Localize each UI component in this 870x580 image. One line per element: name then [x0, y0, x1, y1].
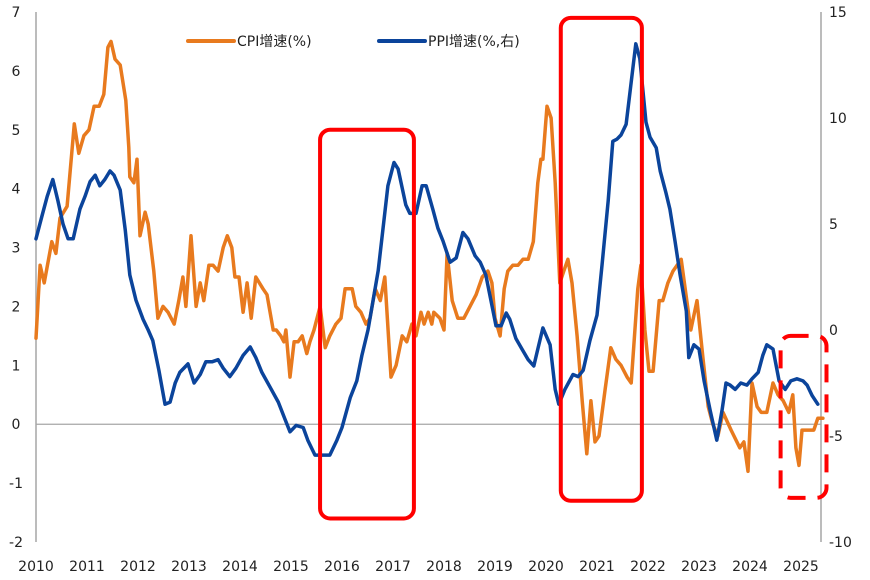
- x-tick-label: 2014: [222, 559, 258, 575]
- y-tick-right-label: 0: [829, 323, 838, 339]
- y-tick-right-label: 5: [829, 217, 838, 233]
- legend-cpi-label: CPI增速(%): [237, 34, 312, 50]
- x-tick-label: 2022: [630, 559, 666, 575]
- x-tick-label: 2011: [69, 559, 105, 575]
- y-tick-left-label: 2: [12, 299, 21, 315]
- y-tick-left-label: 0: [12, 417, 21, 433]
- legend: CPI增速(%) PPI增速(%,右): [186, 34, 520, 50]
- y-tick-left-label: 1: [12, 358, 21, 374]
- x-tick-label: 2017: [375, 559, 411, 575]
- y-tick-left-label: -2: [9, 535, 23, 551]
- x-tick-label: 2023: [681, 559, 717, 575]
- y-tick-left-label: 4: [12, 182, 21, 198]
- y-ticks-right: -10 -5 0 5 10 15: [829, 5, 852, 551]
- x-tick-label: 2013: [171, 559, 207, 575]
- x-tick-label: 2015: [273, 559, 309, 575]
- x-tick-label: 2012: [120, 559, 156, 575]
- legend-ppi-label: PPI增速(%,右): [428, 34, 520, 50]
- x-tick-label: 2018: [426, 559, 462, 575]
- y-tick-left-label: 6: [12, 64, 21, 80]
- cpi-line: [34, 39, 825, 474]
- ppi-line: [34, 42, 820, 457]
- y-ticks-left: -2 -1 0 1 2 3 4 5 6 7: [9, 5, 23, 551]
- highlight-box-dashed: [778, 333, 829, 500]
- x-ticks: 2010 2011 2012 2013 2014 2015 2016 2017 2018 2019…: [18, 559, 819, 575]
- x-tick-label: 2019: [477, 559, 513, 575]
- x-tick-label: 2025: [783, 559, 819, 575]
- x-tick-label: 2010: [18, 559, 54, 575]
- y-tick-right-label: -5: [829, 429, 843, 445]
- x-tick-label: 2021: [579, 559, 615, 575]
- x-tick-label: 2016: [324, 559, 360, 575]
- y-tick-left-label: -1: [9, 476, 23, 492]
- series-group: [34, 39, 825, 474]
- y-tick-left-label: 3: [12, 241, 21, 257]
- axes: [35, 12, 822, 542]
- highlight-box: [318, 127, 416, 521]
- annotations: [318, 15, 829, 521]
- x-tick-label: 2020: [528, 559, 564, 575]
- highlight-box: [558, 15, 644, 503]
- y-tick-right-label: 10: [829, 111, 847, 127]
- y-tick-right-label: -10: [829, 535, 852, 551]
- y-tick-left-label: 7: [12, 5, 21, 21]
- y-tick-right-label: 15: [829, 5, 847, 21]
- y-tick-left-label: 5: [12, 123, 21, 139]
- x-tick-label: 2024: [732, 559, 768, 575]
